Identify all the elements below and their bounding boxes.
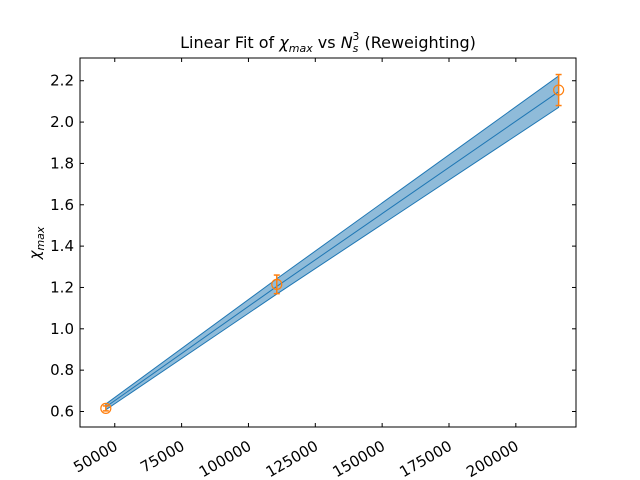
chart-title: Linear Fit of χmax vs Ns3 (Reweighting)	[180, 30, 476, 55]
y-tick-label: 1.2	[50, 278, 74, 296]
y-tick-label: 1.8	[50, 154, 74, 172]
x-tick-label: 75000	[137, 437, 187, 476]
x-tick-label: 150000	[330, 437, 389, 480]
data-point	[271, 278, 283, 290]
x-tick-label: 200000	[463, 437, 522, 480]
y-tick-label: 0.8	[50, 361, 74, 379]
plot-area	[100, 73, 565, 414]
data-point	[100, 402, 112, 414]
x-tick-label: 50000	[70, 437, 120, 476]
x-tick-label: 125000	[263, 437, 322, 480]
y-tick-label: 2.2	[50, 72, 74, 90]
y-tick-label: 2.0	[50, 113, 74, 131]
y-axis-label: χmax	[26, 226, 47, 260]
confidence-band	[105, 75, 560, 411]
x-tick-label: 100000	[196, 437, 255, 480]
x-tick-label: 175000	[396, 437, 455, 480]
y-tick-label: 0.6	[50, 402, 74, 420]
y-tick-label: 1.0	[50, 320, 74, 338]
y-tick-label: 1.6	[50, 196, 74, 214]
data-point	[553, 84, 565, 96]
axes-frame	[79, 57, 577, 428]
y-tick-label: 1.4	[50, 237, 74, 255]
